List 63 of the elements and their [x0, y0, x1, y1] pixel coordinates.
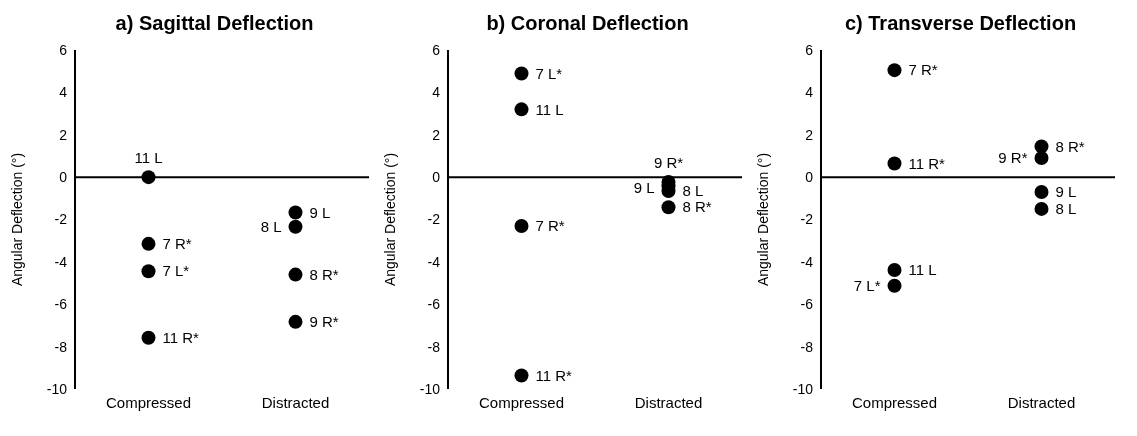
annotation: 11 L [908, 261, 937, 279]
y-tick-label: -4 [427, 253, 441, 270]
y-tick-label: -4 [54, 253, 68, 270]
annotation: 11 L [535, 100, 564, 118]
y-tick-label: -10 [46, 380, 68, 397]
y-tick-label: 2 [805, 126, 814, 143]
annotation: 9 L [633, 179, 655, 197]
annotation: 8 R* [1055, 137, 1085, 155]
x-tick-label: Distracted [261, 393, 330, 411]
y-tick-label: 2 [59, 126, 68, 143]
y-tick-label: 4 [432, 84, 441, 101]
y-tick-label: 4 [805, 84, 814, 101]
y-tick-label: 6 [432, 41, 441, 58]
y-tick-label: 4 [59, 84, 68, 101]
y-tick-label: 0 [59, 169, 68, 186]
y-tick-label: -8 [800, 338, 814, 355]
annotation: 8 R* [682, 198, 712, 216]
y-axis-title: Angular Deflection (°) [381, 152, 398, 287]
y-axis-title: Angular Deflection (°) [754, 152, 771, 287]
x-tick-label: Compressed [478, 393, 565, 411]
y-tick-label: -8 [54, 338, 68, 355]
chart-title: b) Coronal Deflection [485, 11, 690, 36]
y-tick-label: -6 [800, 296, 814, 313]
annotation: 7 L* [162, 262, 190, 280]
annotation: 7 R* [535, 217, 565, 235]
y-tick-label: 2 [432, 126, 441, 143]
y-tick-label: -6 [54, 296, 68, 313]
y-tick-label: 6 [805, 41, 814, 58]
annotation: 7 L* [535, 64, 563, 82]
y-tick-label: -4 [800, 253, 814, 270]
y-tick-label: 6 [59, 41, 68, 58]
chart-title: c) Transverse Deflection [843, 11, 1078, 36]
annotation: 11 R* [162, 328, 200, 346]
x-tick-label: Distracted [1007, 393, 1076, 411]
annotation: 9 L [309, 203, 331, 221]
annotation: 8 R* [309, 265, 339, 283]
y-tick-label: -10 [792, 380, 814, 397]
y-tick-label: -2 [54, 211, 68, 228]
annotation: 8 L [260, 217, 282, 235]
y-tick-label: -2 [800, 211, 814, 228]
annotation: 8 L [1055, 200, 1077, 218]
annotation: 7 R* [162, 235, 192, 253]
chart-title: a) Sagittal Deflection [114, 11, 315, 36]
y-tick-label: 0 [432, 169, 441, 186]
x-tick-label: Distracted [634, 393, 703, 411]
y-tick-label: -8 [427, 338, 441, 355]
annotation: 7 R* [908, 61, 938, 79]
y-tick-label: -2 [427, 211, 441, 228]
x-tick-label: Compressed [851, 393, 938, 411]
annotation: 9 R* [653, 154, 684, 172]
annotation: 11 R* [908, 154, 946, 172]
annotation: 11 R* [535, 366, 573, 384]
y-tick-label: -6 [427, 296, 441, 313]
y-axis-title: Angular Deflection (°) [8, 152, 25, 287]
annotation: 8 L [682, 182, 704, 200]
annotation: 7 L* [853, 277, 881, 295]
y-tick-label: 0 [805, 169, 814, 186]
annotation: 9 R* [998, 149, 1028, 167]
annotation: 9 R* [309, 313, 339, 331]
y-tick-label: -10 [419, 380, 441, 397]
annotation: 9 L [1055, 183, 1077, 201]
x-tick-label: Compressed [105, 393, 192, 411]
annotation: 11 L [134, 149, 163, 167]
